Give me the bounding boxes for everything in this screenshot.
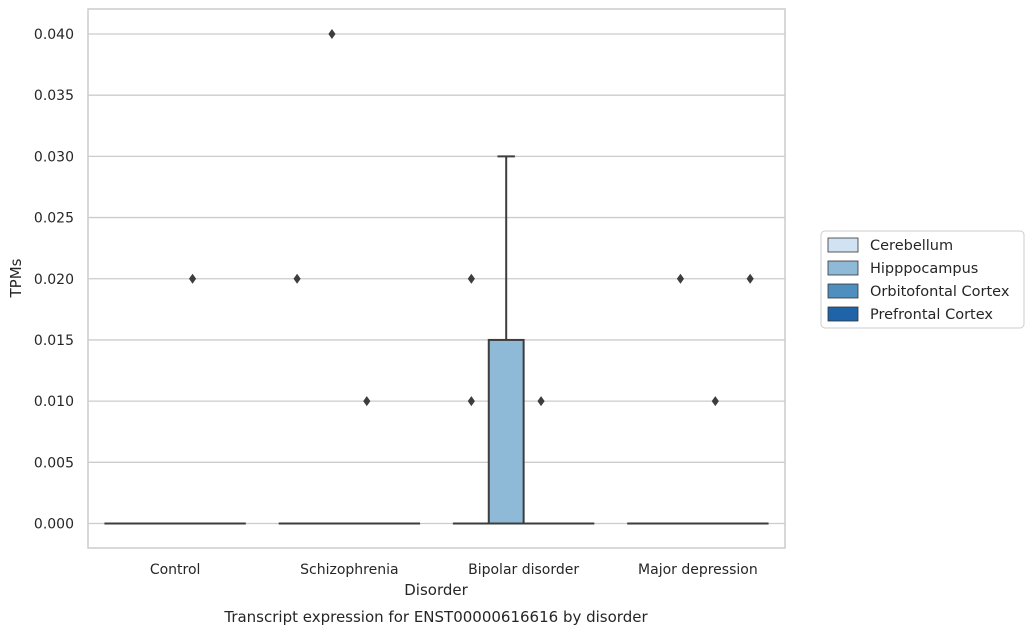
y-tick-label: 0.005 bbox=[34, 455, 74, 471]
y-tick-label: 0.000 bbox=[34, 517, 74, 533]
y-tick-label: 0.030 bbox=[34, 149, 74, 165]
y-axis-label: TPMs bbox=[7, 258, 25, 298]
legend-label: Orbitofontal Cortex bbox=[870, 284, 1010, 300]
y-tick-label: 0.020 bbox=[34, 272, 74, 288]
legend-label: Cerebellum bbox=[870, 238, 953, 254]
x-tick-labels: Control Schizophrenia Bipolar disorder Majo… bbox=[150, 562, 758, 578]
x-tick-label: Control bbox=[150, 562, 201, 578]
legend-swatch bbox=[827, 260, 859, 276]
y-tick-label: 0.010 bbox=[34, 394, 74, 410]
x-tick-label: Schizophrenia bbox=[300, 562, 398, 578]
outliers bbox=[188, 29, 754, 407]
outlier-marker bbox=[363, 396, 371, 407]
outlier-marker bbox=[537, 396, 545, 407]
outlier-marker bbox=[746, 273, 754, 284]
plot-area-frame bbox=[87, 8, 786, 549]
box-hipppocampus bbox=[487, 155, 525, 525]
grid-lines bbox=[88, 33, 785, 525]
box-body bbox=[487, 338, 525, 525]
outlier-marker bbox=[188, 273, 197, 284]
outlier-marker bbox=[467, 273, 475, 284]
outlier-marker bbox=[293, 273, 301, 284]
outlier-marker bbox=[467, 396, 475, 407]
boxes bbox=[104, 155, 769, 525]
legend-frame bbox=[820, 230, 1025, 329]
legend-swatch bbox=[827, 306, 859, 322]
x-tick-label: Bipolar disorder bbox=[468, 562, 579, 578]
outlier-marker bbox=[328, 29, 336, 39]
y-tick-labels: 0.000 0.005 0.010 0.015 0.020 0.025 0.030 0.035… bbox=[34, 27, 74, 533]
legend-swatch bbox=[827, 283, 859, 299]
legend: Cerebellum Hipppocampus Orbitofontal Corte… bbox=[820, 230, 1025, 329]
outlier-marker bbox=[711, 396, 719, 407]
legend-items: Cerebellum Hipppocampus Orbitofontal Corte… bbox=[827, 237, 1010, 323]
y-tick-label: 0.025 bbox=[34, 211, 74, 227]
x-axis-label: Disorder bbox=[404, 581, 468, 599]
outlier-marker bbox=[676, 273, 685, 284]
y-tick-label: 0.040 bbox=[34, 27, 74, 43]
legend-swatch bbox=[827, 237, 859, 253]
chart-title: Transcript expression for ENST0000061661… bbox=[223, 608, 648, 626]
legend-label: Hipppocampus bbox=[870, 261, 978, 277]
y-tick-label: 0.035 bbox=[34, 88, 74, 104]
x-tick-label: Major depression bbox=[638, 562, 758, 578]
legend-label: Prefrontal Cortex bbox=[870, 307, 993, 323]
y-tick-label: 0.015 bbox=[34, 333, 74, 349]
